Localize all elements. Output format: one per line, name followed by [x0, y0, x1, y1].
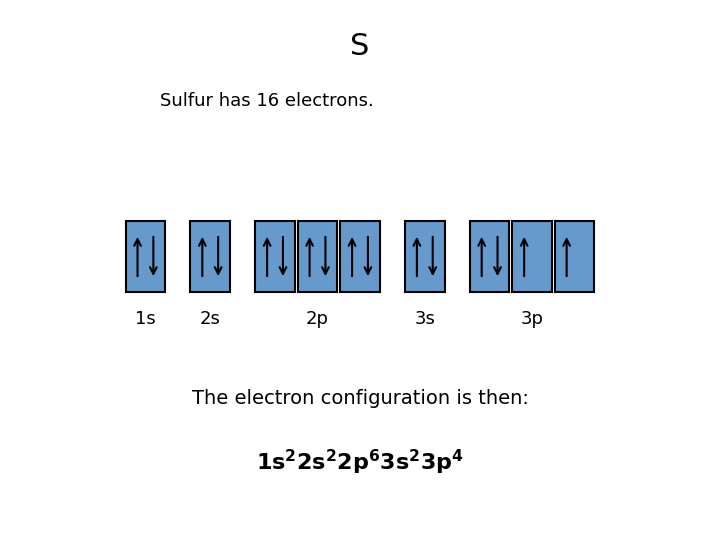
Bar [298, 221, 337, 292]
Bar [255, 221, 294, 292]
Text: 1s: 1s [135, 310, 156, 328]
Text: S: S [351, 32, 369, 62]
Text: Sulfur has 16 electrons.: Sulfur has 16 electrons. [160, 92, 373, 110]
Bar [340, 221, 380, 292]
Text: 2s: 2s [200, 310, 220, 328]
Text: The electron configuration is then:: The electron configuration is then: [192, 389, 528, 408]
Text: 3s: 3s [415, 310, 435, 328]
Bar [554, 221, 595, 292]
Bar [513, 221, 552, 292]
Bar [469, 221, 510, 292]
Bar [405, 221, 445, 292]
Text: 3p: 3p [521, 310, 544, 328]
Text: $\mathbf{1s^22s^22p^63s^23p^4}$: $\mathbf{1s^22s^22p^63s^23p^4}$ [256, 448, 464, 477]
Text: 2p: 2p [306, 310, 329, 328]
Bar [190, 221, 230, 292]
Bar [125, 221, 165, 292]
